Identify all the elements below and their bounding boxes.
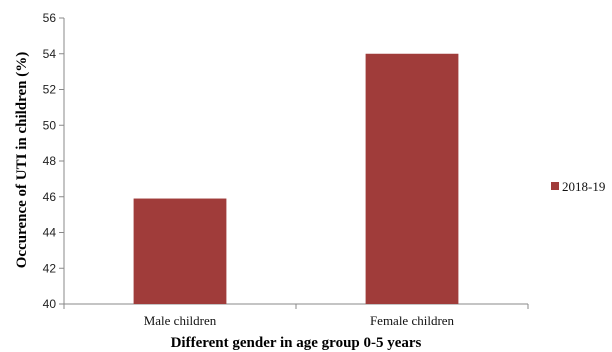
y-tick-label: 54 (43, 47, 57, 61)
y-tick-label: 56 (43, 11, 57, 25)
y-axis-title: Occurence of UTI in children (%) (14, 52, 30, 269)
y-tick-label: 48 (43, 154, 57, 168)
bar (365, 53, 459, 304)
y-tick-label: 42 (43, 261, 57, 275)
y-tick-label: 46 (43, 190, 57, 204)
x-tick-label: Male children (144, 313, 217, 328)
y-tick-label: 52 (43, 83, 57, 97)
legend: 2018-19 (551, 179, 605, 194)
x-axis-title: Different gender in age group 0-5 years (171, 335, 422, 351)
legend-swatch (551, 182, 559, 190)
legend-label: 2018-19 (562, 179, 605, 194)
y-axis: 40 42 44 46 48 50 52 54 56 (43, 11, 65, 311)
bar (133, 198, 227, 304)
x-axis: Male children Female children (63, 303, 529, 328)
y-tick-label: 44 (43, 226, 57, 240)
y-tick-label: 40 (43, 297, 57, 311)
x-tick-label: Female children (370, 313, 455, 328)
bars (133, 53, 459, 304)
y-tick-label: 50 (43, 118, 57, 132)
